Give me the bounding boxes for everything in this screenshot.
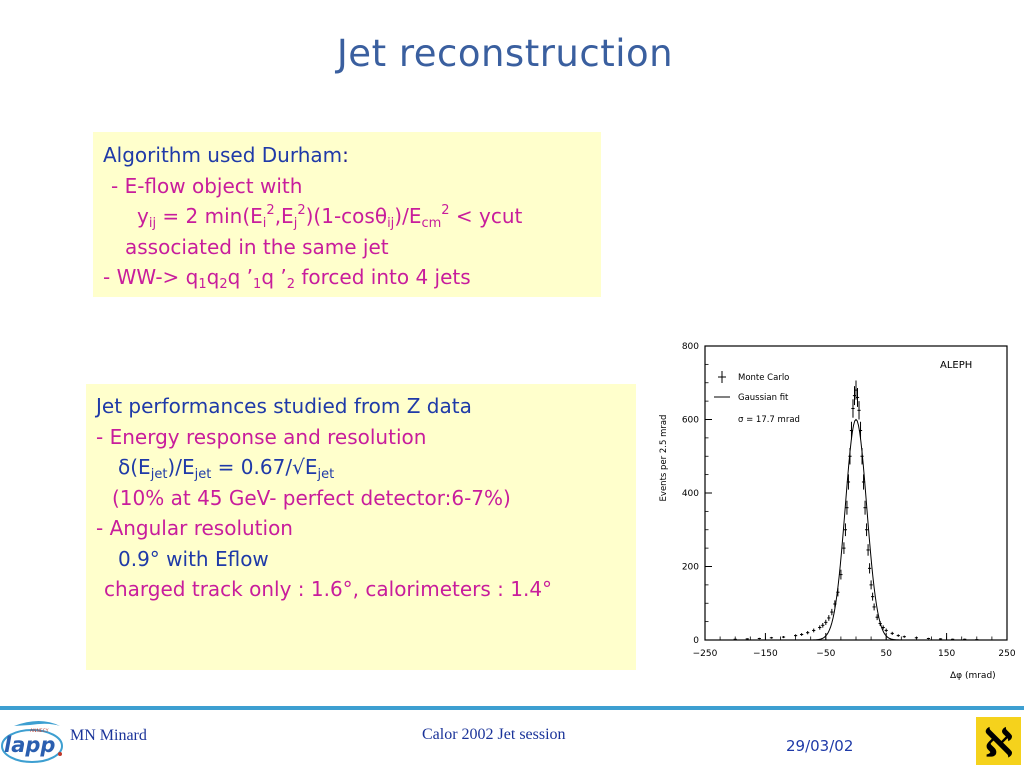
x-tick-label: 150 [938, 649, 955, 659]
performance-heading: Jet performances studied from Z data [96, 394, 472, 418]
mc-point [818, 625, 822, 630]
mc-point [857, 401, 861, 420]
associated-line: associated in the same jet [125, 234, 389, 259]
mc-point [951, 638, 955, 640]
mc-point [855, 388, 860, 407]
mc-point [860, 448, 864, 465]
mc-point [745, 638, 749, 640]
svg-text:lapp: lapp [4, 733, 55, 757]
x-tick-label: 250 [998, 649, 1015, 659]
algorithm-heading-text: Algorithm used Durham [103, 143, 343, 167]
svg-text:ANNECY: ANNECY [30, 728, 49, 734]
mc-point [867, 563, 872, 574]
mc-point [864, 523, 869, 537]
mc-point [926, 637, 931, 640]
y-tick-label: 0 [693, 636, 699, 646]
ww-jets-line: - WW-> q1q2q ’1q ’2 forced into 4 jets [103, 265, 471, 292]
mc-point [914, 636, 918, 639]
mc-point [842, 542, 846, 554]
energy-response-line: - Energy response and resolution [96, 424, 427, 449]
mc-point [845, 500, 849, 515]
lapp-logo: ANNECY lapp [1, 721, 63, 763]
mc-point [806, 631, 810, 635]
mc-point [757, 637, 761, 640]
footer-author: MN Minard [70, 727, 147, 744]
mc-point [769, 636, 774, 639]
legend-sigma-label: σ = 17.7 mrad [738, 415, 800, 425]
algorithm-box: Algorithm used Durham: - E-flow object w… [93, 132, 601, 297]
legend-mc-label: Monte Carlo [738, 373, 789, 383]
experiment-label: ALEPH [940, 360, 972, 371]
resolution-note: (10% at 45 GeV- perfect detector:6-7%) [112, 485, 511, 510]
slide-title: Jet reconstruction [336, 32, 674, 75]
angular-resolution-line: - Angular resolution [96, 516, 293, 540]
mc-point [863, 500, 867, 515]
mc-point [858, 421, 863, 440]
mc-point [836, 588, 840, 597]
mc-point [848, 448, 852, 465]
legend: Monte Carlo Gaussian fit σ = 17.7 mrad [714, 371, 800, 425]
mc-point [884, 628, 888, 633]
mc-point [833, 600, 837, 608]
y-axis-label: Events per 2.5 mrad [659, 415, 669, 502]
mc-point [781, 636, 786, 639]
mc-point [827, 615, 831, 621]
mc-point [875, 614, 879, 621]
aleph-logo: ℵ [976, 717, 1021, 765]
mc-point [872, 603, 876, 611]
y-tick-label: 200 [682, 563, 699, 573]
mc-point [938, 638, 943, 640]
mc-point [839, 569, 843, 580]
mc-point [849, 421, 854, 440]
mc-point [890, 631, 894, 635]
footer-session: Calor 2002 Jet session [422, 726, 566, 743]
track-calorimeter-line: charged track only : 1.6°, calorimeters … [104, 577, 553, 601]
y-tick-label: 800 [682, 342, 699, 352]
legend-fit-label: Gaussian fit [738, 393, 789, 403]
gaussian-fit-group [705, 418, 1007, 641]
mc-point [869, 580, 873, 590]
ycut-formula: yij = 2 min(Ei2,Ej2)(1-cosθij)/Ecm2 < yc… [137, 203, 523, 231]
eflow-resolution-line: 0.9° with Eflow [118, 546, 269, 571]
algorithm-heading: Algorithm used Durham: [103, 140, 601, 171]
gaussian-fit-line [705, 418, 1007, 641]
mc-point [963, 638, 967, 640]
mc-point [812, 628, 816, 633]
mc-point [830, 608, 834, 616]
mc-point [881, 625, 885, 630]
x-axis-label: Δφ (mrad) [950, 671, 996, 681]
monte-carlo-points [733, 380, 979, 641]
svg-text:ℵ: ℵ [984, 720, 1012, 765]
mc-point [846, 474, 851, 490]
footer-date: 29/03/02 [786, 737, 854, 755]
x-tick-label: −150 [753, 649, 778, 659]
x-tick-label: 50 [880, 649, 892, 659]
algorithm-heading-colon: : [342, 143, 349, 167]
aleph-histogram: −250 −150 −50 50 150 250 0 200 400 600 800 ALEPH M… [659, 342, 1016, 681]
mc-point [871, 592, 875, 601]
mc-point [843, 523, 848, 537]
performance-box: Jet performances studied from Z data - E… [86, 384, 636, 670]
axis-ticks: −250 −150 −50 50 150 250 0 200 400 600 800 [682, 342, 1016, 659]
mc-point [821, 622, 825, 628]
mc-point [824, 619, 828, 625]
y-tick-label: 600 [682, 416, 699, 426]
mc-point [902, 635, 906, 638]
x-tick-label: −50 [816, 649, 835, 659]
mc-point [800, 633, 804, 636]
mc-point [878, 620, 882, 626]
mc-point [896, 634, 900, 637]
energy-resolution-formula: δ(Ejet)/Ejet = 0.67/√Ejet [118, 455, 335, 482]
y-tick-label: 400 [682, 489, 699, 499]
mc-point [794, 634, 798, 637]
mc-point [861, 474, 866, 490]
x-tick-label: −250 [693, 649, 718, 659]
mc-point [851, 399, 855, 418]
eflow-line: - E-flow object with [111, 173, 303, 198]
mc-point [975, 639, 979, 641]
mc-point [733, 638, 737, 640]
mc-point [866, 544, 870, 556]
footer-rule [0, 706, 1024, 710]
